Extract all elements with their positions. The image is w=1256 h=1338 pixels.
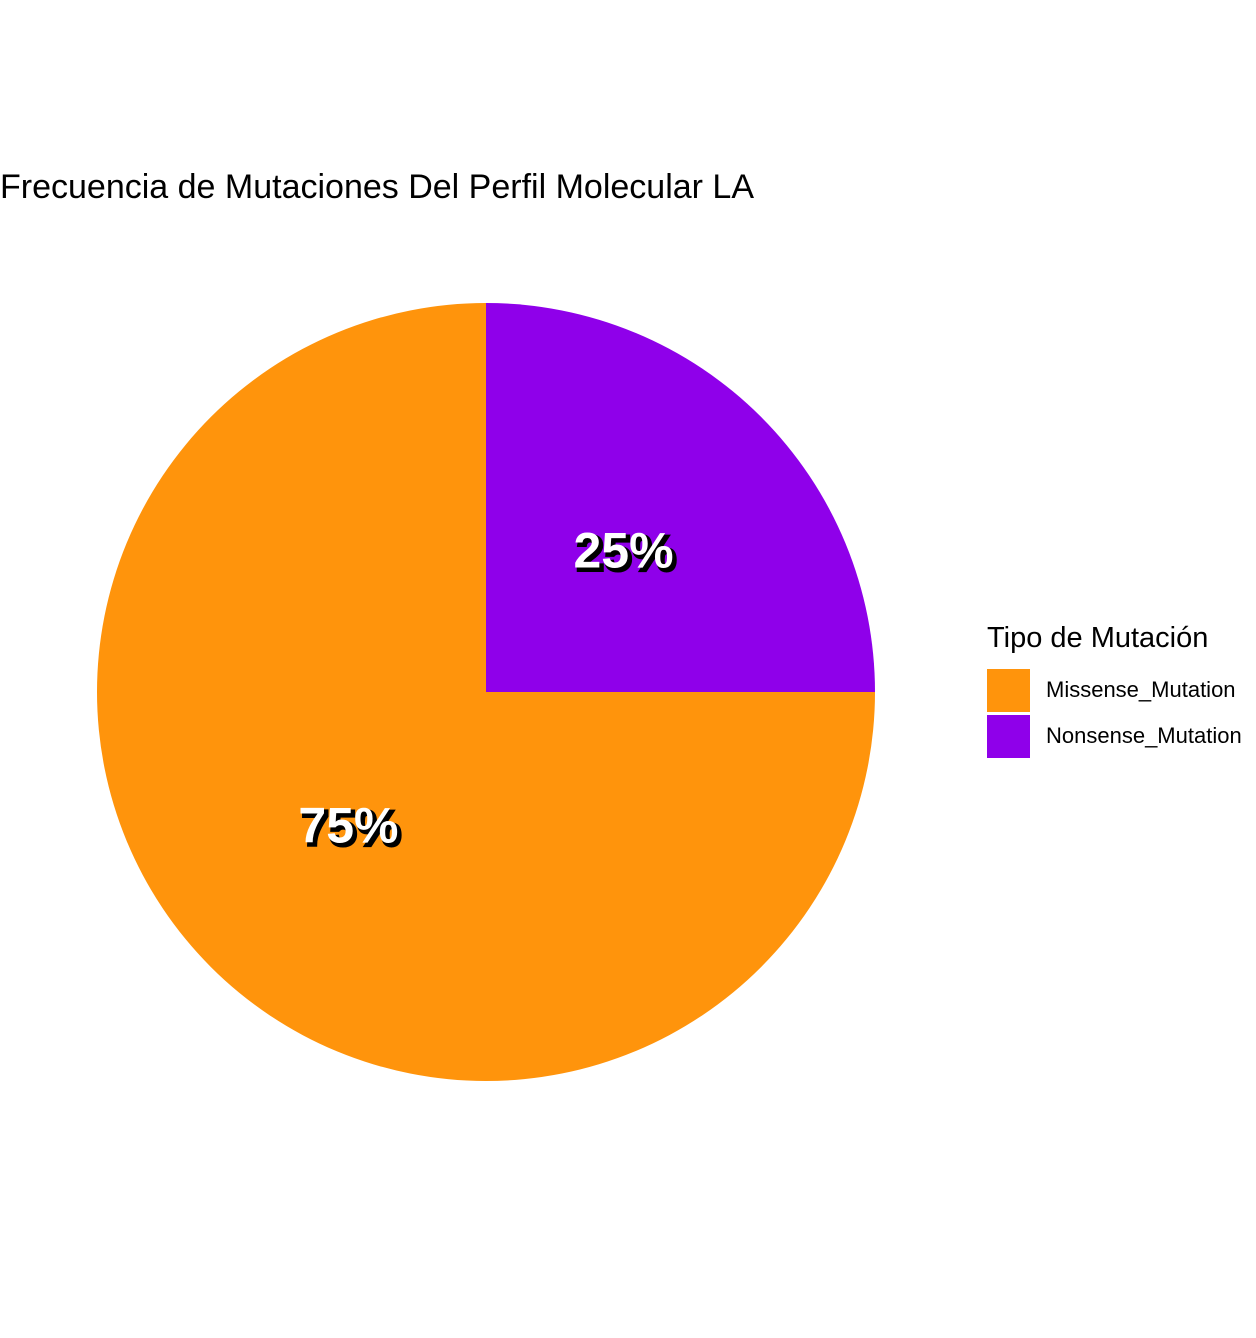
pie-label-shadow: 75%: [301, 801, 401, 857]
legend-item-nonsense: Nonsense_Mutation: [987, 713, 1242, 759]
pie-label-text: 25%: [573, 523, 673, 579]
legend-label-nonsense: Nonsense_Mutation: [1046, 723, 1242, 748]
pie-slice-nonsense: [486, 303, 875, 692]
pie-label-nonsense: 25%25%: [573, 523, 678, 584]
legend-swatch-nonsense: [987, 714, 1030, 758]
pie-label-text: 75%: [298, 798, 398, 854]
pie-label-missense: 75%75%: [298, 798, 403, 859]
pie-label-shadow: 25%: [576, 526, 676, 582]
legend-title: Tipo de Mutación: [987, 622, 1209, 654]
chart-title: Frecuencia de Mutaciones Del Perfil Mole…: [0, 168, 755, 206]
legend-swatch-missense: [987, 668, 1030, 712]
legend: Tipo de Mutación Missense_Mutation Nonse…: [987, 622, 1242, 759]
legend-label-missense: Missense_Mutation: [1046, 677, 1236, 702]
legend-item-missense: Missense_Mutation: [987, 667, 1242, 713]
